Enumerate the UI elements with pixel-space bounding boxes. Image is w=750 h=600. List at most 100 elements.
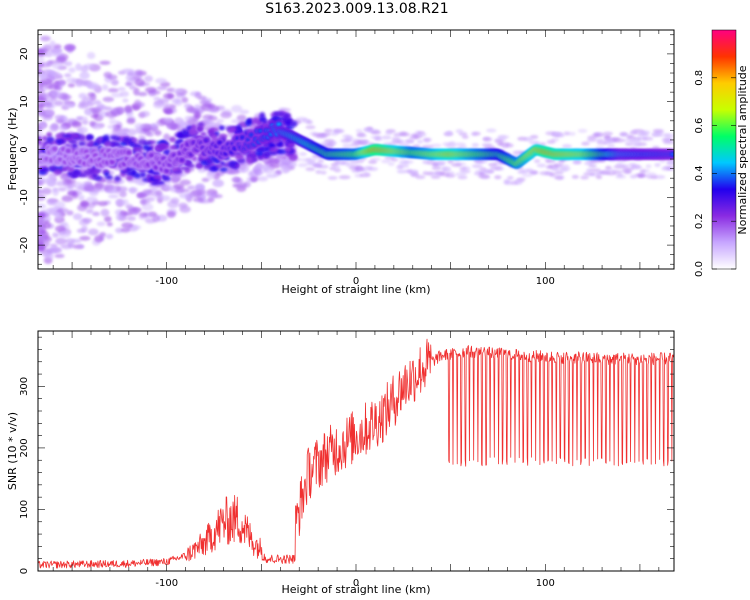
- spectrogram-blob: [299, 152, 307, 157]
- spectrogram-blob: [103, 183, 115, 191]
- spectrogram-blob: [216, 118, 225, 124]
- spectrogram-blob: [64, 73, 72, 78]
- spectrogram-blob: [52, 52, 64, 57]
- spectrogram-blob: [616, 173, 624, 178]
- spectrogram-blob: [195, 112, 202, 119]
- spectrogram-blob: [625, 134, 634, 139]
- spectrogram-blob: [205, 107, 217, 112]
- spectrogram-blob: [324, 128, 333, 133]
- spectrogram-blob: [364, 165, 373, 170]
- spectrogram-blob: [355, 166, 364, 171]
- spectrogram-blob: [54, 114, 65, 120]
- spectrogram-blob: [179, 158, 185, 162]
- spectrogram-blob: [271, 158, 281, 164]
- spectrogram-blob: [58, 125, 68, 132]
- spectrogram-blob: [546, 139, 556, 144]
- spectrogram-frame: [37, 29, 675, 270]
- spectrogram-blob: [99, 60, 111, 65]
- spectrogram-blob: [409, 171, 419, 176]
- spectrogram-blob: [90, 187, 100, 193]
- spectrogram-blob: [249, 133, 254, 137]
- spectrogram-blob: [129, 142, 136, 148]
- spectrogram-y-tick-label: 0: [19, 146, 30, 152]
- spectrogram-blob: [231, 105, 243, 113]
- spectrogram-blob: [571, 174, 579, 179]
- spectrogram-blob: [363, 171, 371, 176]
- spectrogram-blob: [545, 159, 556, 164]
- spectrogram-blob: [382, 142, 392, 147]
- spectrogram-blob: [400, 132, 411, 137]
- spectrogram-blob: [134, 123, 144, 130]
- spectrogram-blob: [170, 197, 180, 204]
- colorbar-gradient: [712, 30, 736, 269]
- spectrogram-blob: [86, 83, 97, 89]
- spectrogram-blob: [38, 96, 47, 103]
- spectrogram-blob: [652, 145, 660, 150]
- spectrogram-blob: [410, 133, 419, 138]
- spectrogram-blob: [42, 167, 50, 172]
- spectrogram-blob: [125, 175, 134, 181]
- spectrogram-blob: [572, 160, 582, 165]
- snr-series-line: [38, 338, 674, 569]
- spectrogram-blob: [258, 116, 267, 122]
- spectrogram-blob: [126, 216, 136, 221]
- spectrogram-blob: [152, 174, 163, 180]
- spectrogram-blob: [71, 192, 79, 199]
- spectrogram-blob: [188, 128, 197, 134]
- spectrogram-blob: [106, 222, 113, 227]
- spectrogram-blob: [110, 79, 119, 86]
- spectrogram-blob: [559, 167, 569, 172]
- spectrogram-blob: [94, 234, 104, 243]
- spectrogram-blob: [44, 252, 54, 260]
- spectrogram-blob: [249, 170, 259, 178]
- spectrogram-blob: [63, 61, 73, 67]
- spectrogram-blob: [43, 221, 51, 230]
- spectrogram-blob: [328, 140, 337, 145]
- spectrogram-blob: [230, 119, 243, 124]
- spectrogram-blob: [197, 125, 204, 132]
- spectrogram-blob: [53, 212, 63, 217]
- spectrogram-blob: [64, 43, 76, 51]
- spectrogram-blob: [381, 135, 392, 140]
- spectrogram-blob: [58, 230, 71, 239]
- spectrogram-blob: [55, 180, 67, 187]
- spectrogram-blob: [355, 128, 363, 133]
- spectrogram-blob: [333, 129, 345, 134]
- spectrogram-blob: [114, 175, 121, 182]
- spectrogram-blob: [38, 108, 45, 117]
- spectrogram-blob: [385, 130, 393, 135]
- spectrogram-blob: [89, 120, 96, 127]
- spectrogram-blob: [119, 90, 130, 98]
- snr-y-tick-label: 0: [19, 568, 30, 574]
- spectrogram-blob: [416, 139, 424, 144]
- spectrogram-blob: [83, 182, 94, 191]
- spectrogram-blob: [107, 74, 118, 80]
- spectrogram-blob: [134, 179, 145, 186]
- spectrogram-blob: [640, 130, 651, 135]
- spectrogram-blob: [634, 142, 642, 147]
- spectrogram-blob: [333, 165, 341, 170]
- spectrogram-blob: [417, 133, 427, 138]
- spectrogram-blob: [205, 191, 216, 198]
- spectrogram-blob: [317, 159, 324, 164]
- spectrogram-blob: [481, 169, 490, 174]
- spectrogram-blob: [149, 153, 154, 157]
- spectrogram-blob: [92, 123, 103, 130]
- spectrogram-blob: [653, 174, 666, 179]
- spectrogram-blob: [342, 143, 354, 148]
- spectrogram-blob: [86, 134, 94, 141]
- spectrogram-blob: [38, 57, 45, 62]
- spectrogram-blob: [58, 207, 69, 213]
- spectrogram-blob: [145, 196, 156, 202]
- spectrogram-blob: [285, 146, 292, 152]
- spectrogram-blob: [629, 174, 638, 179]
- spectrogram-blob: [140, 198, 147, 206]
- spectrogram-blob: [558, 175, 565, 180]
- spectrogram-blob: [46, 136, 55, 143]
- spectrogram-blob: [231, 176, 241, 183]
- spectrogram-blob: [561, 144, 572, 149]
- spectrogram-blob: [79, 235, 91, 241]
- spectrogram-blob: [127, 128, 137, 136]
- spectrogram-blob: [488, 162, 497, 167]
- spectrogram-blob: [393, 132, 403, 137]
